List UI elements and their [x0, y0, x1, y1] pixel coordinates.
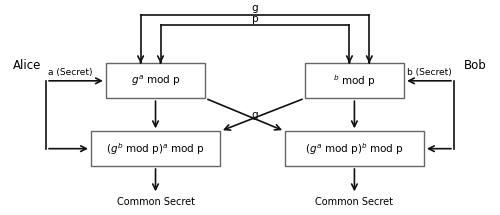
Text: $^b$ mod p: $^b$ mod p	[333, 73, 376, 89]
Text: g: g	[252, 3, 258, 13]
Text: a (Secret): a (Secret)	[48, 68, 92, 77]
Text: $(g^b$ mod p$)^a$ mod p: $(g^b$ mod p$)^a$ mod p	[106, 141, 205, 157]
Text: g: g	[252, 110, 258, 120]
Text: b (Secret): b (Secret)	[407, 68, 452, 77]
FancyBboxPatch shape	[91, 131, 220, 166]
Text: Common Secret: Common Secret	[316, 197, 394, 207]
FancyBboxPatch shape	[304, 63, 404, 98]
Text: Alice: Alice	[14, 59, 42, 72]
Text: Common Secret: Common Secret	[116, 197, 194, 207]
Text: $(g^a$ mod p$)^b$ mod p: $(g^a$ mod p$)^b$ mod p	[305, 141, 404, 157]
Text: p: p	[252, 14, 258, 24]
Text: $g^a$ mod p: $g^a$ mod p	[130, 74, 180, 88]
FancyBboxPatch shape	[106, 63, 206, 98]
Text: Bob: Bob	[464, 59, 486, 72]
FancyBboxPatch shape	[285, 131, 424, 166]
